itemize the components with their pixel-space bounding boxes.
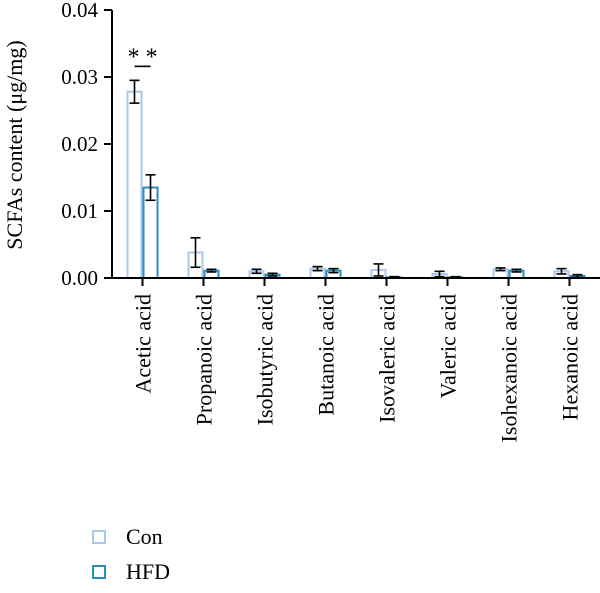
x-tick-label: Acetic acid: [131, 294, 156, 394]
legend-item-con: Con: [92, 523, 170, 551]
y-tick-label: 0.03: [61, 65, 98, 89]
x-tick-label: Isohexanoic acid: [497, 294, 522, 442]
x-tick-label: Valeric acid: [436, 294, 461, 398]
legend-item-hfd: HFD: [92, 558, 170, 586]
bar-chart: 0.00 0.01 0.02 0.03 0.04 Acetic acid Propanoi…: [2, 0, 600, 442]
legend-label-hfd: HFD: [126, 559, 171, 584]
x-tick-label: Hexanoic acid: [558, 294, 583, 420]
x-axis-tick-labels: Acetic acid Propanoic acid Isobutyric acid…: [131, 278, 583, 442]
legend: Con HFD: [92, 523, 170, 593]
x-tick-label: Isobutyric acid: [253, 294, 278, 425]
x-tick-label: Propanoic acid: [192, 294, 217, 425]
y-axis-label: SCFAs content (μg/mg): [2, 40, 27, 249]
x-tick-label: Butanoic acid: [314, 294, 339, 416]
bar-con: [126, 90, 143, 279]
y-tick-label: 0.02: [61, 132, 98, 156]
legend-swatch-con: [92, 530, 106, 544]
legend-swatch-hfd: [92, 565, 106, 579]
y-tick-label: 0.01: [61, 199, 98, 223]
y-axis-ticks: 0.00 0.01 0.02 0.03 0.04: [61, 0, 112, 290]
y-tick-label: 0.04: [61, 0, 98, 22]
legend-label-con: Con: [126, 524, 163, 549]
bars: [126, 79, 586, 280]
y-tick-label: 0.00: [61, 266, 98, 290]
significance-text: **: [128, 44, 164, 70]
x-tick-label: Isovaleric acid: [375, 294, 400, 423]
significance-annotation: **: [128, 44, 164, 70]
bar-hfd: [142, 186, 159, 279]
